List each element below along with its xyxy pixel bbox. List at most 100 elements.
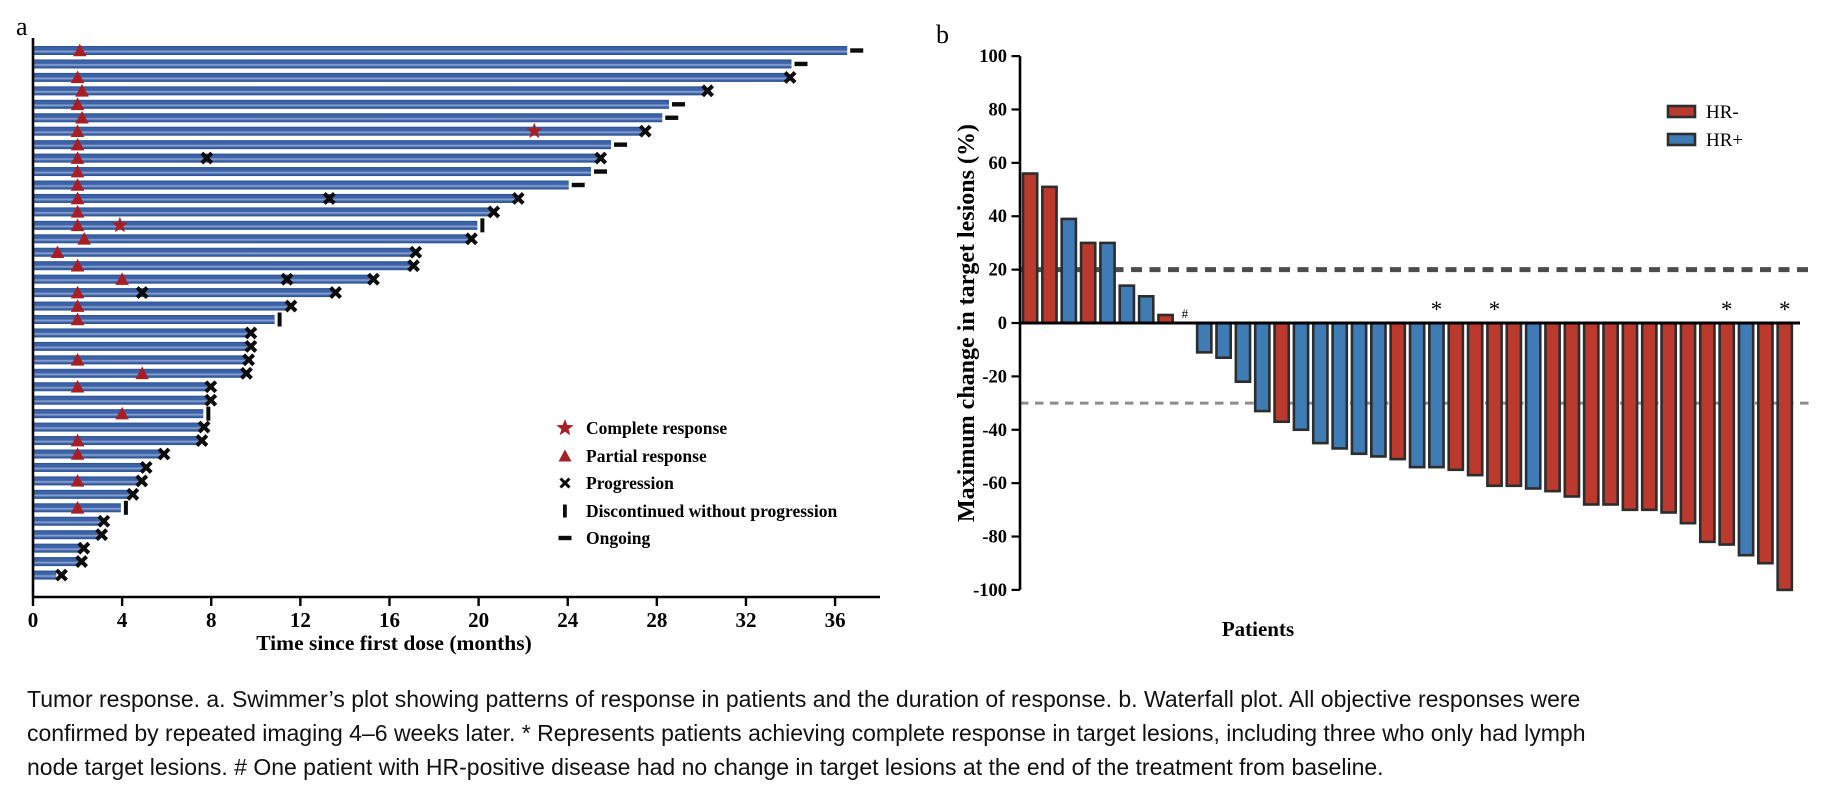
- swimmer-x-tick-label: 36: [825, 608, 846, 632]
- swimmer-legend-label: Discontinued without progression: [586, 501, 837, 521]
- swimmer-legend-label: Complete response: [586, 418, 727, 438]
- partial-response-triangle-icon: [75, 84, 89, 97]
- partial-response-triangle-icon: [70, 164, 85, 178]
- progression-x-icon: [594, 151, 608, 165]
- progression-x-icon: [75, 555, 88, 569]
- swimmer-bar: [34, 530, 99, 540]
- complete-response-asterisk-annotation: *: [1779, 297, 1791, 322]
- swimmer-bar: [34, 46, 848, 55]
- swimmer-bar: [34, 301, 288, 311]
- progression-x-icon: [135, 474, 149, 488]
- waterfall-bar: [1757, 321, 1774, 565]
- swimmer-bar: [34, 382, 208, 392]
- swimmer-bar: [34, 274, 371, 284]
- waterfall-bar: [1311, 321, 1329, 445]
- progression-x-icon: [329, 286, 342, 300]
- caption-line-3: node target lesions. # One patient with …: [27, 754, 1384, 780]
- waterfall-bar: [1021, 172, 1039, 325]
- swimmer-bar: [34, 288, 333, 298]
- waterfall-bar: [1195, 321, 1213, 354]
- partial-response-triangle-icon: [70, 433, 85, 447]
- progression-x-icon: [409, 245, 423, 259]
- swimmer-bar: [34, 167, 591, 177]
- swimmer-bar: [34, 462, 144, 472]
- partial-response-triangle-icon: [72, 43, 87, 57]
- panel-b-letter: b: [936, 20, 949, 49]
- swimmer-bar: [34, 341, 248, 351]
- partial-response-triangle-icon: [115, 406, 129, 420]
- figure-caption: Tumor response. a. Swimmer’s plot showin…: [27, 682, 1822, 784]
- partial-response-triangle-icon: [115, 272, 129, 285]
- progression-x-icon: [280, 272, 294, 286]
- complete-response-asterisk-annotation: *: [1721, 297, 1733, 322]
- waterfall-bar: [1079, 241, 1097, 325]
- progression-x-icon: [511, 192, 525, 205]
- partial-response-triangle-icon: [70, 178, 85, 191]
- partial-response-triangle-icon: [70, 447, 85, 460]
- discontinued-bar-icon: [123, 500, 128, 515]
- progression-x-icon: [204, 380, 218, 394]
- waterfall-y-tick-label: -40: [982, 421, 1007, 441]
- progression-x-icon: [407, 259, 420, 273]
- swimmer-bar: [34, 570, 57, 580]
- waterfall-y-axis-title: Maximum change in target lesions (%): [954, 124, 980, 522]
- progression-x-icon: [284, 299, 298, 313]
- swimmer-bar: [34, 543, 81, 553]
- swimmer-legend-label: Progression: [586, 473, 674, 493]
- swimmer-bar: [34, 261, 411, 271]
- waterfall-bar: [1253, 321, 1271, 413]
- progression-x-icon: [322, 192, 336, 205]
- waterfall-y-tick-label: 80: [989, 100, 1008, 120]
- ongoing-dash-icon: [850, 48, 864, 53]
- swimmer-bar: [34, 395, 208, 405]
- legend-dash-icon: [558, 535, 572, 541]
- swimmer-bar: [34, 59, 792, 69]
- swimmer-bar: [34, 153, 598, 163]
- complete-response-asterisk-annotation: *: [1489, 297, 1501, 322]
- progression-x-icon: [197, 420, 211, 434]
- partial-response-triangle-icon: [70, 285, 85, 299]
- waterfall-bar: [1428, 321, 1445, 469]
- progression-x-icon: [126, 487, 140, 501]
- waterfall-bar: [1331, 321, 1349, 450]
- caption-line-1: Tumor response. a. Swimmer’s plot showin…: [27, 686, 1581, 712]
- partial-response-triangle-icon: [70, 474, 85, 487]
- swimmer-axes: [31, 38, 880, 599]
- waterfall-legend-swatch-HRpos: [1666, 132, 1697, 147]
- waterfall-bar: [1234, 321, 1252, 384]
- swimmer-bar: [34, 234, 469, 244]
- discontinued-bar-icon: [277, 312, 282, 327]
- swimmer-bar: [34, 489, 130, 499]
- swimmer-x-tick-label: 28: [646, 608, 667, 632]
- swimmer-x-tick-label: 0: [28, 608, 39, 632]
- waterfall-bar: [1544, 321, 1561, 493]
- waterfall-bar: [1099, 241, 1116, 325]
- swimmer-x-tick-label: 24: [557, 608, 579, 632]
- progression-x-icon: [77, 541, 91, 555]
- partial-response-triangle-icon: [70, 312, 85, 326]
- progression-x-icon: [465, 232, 478, 246]
- discontinued-bar-icon: [480, 218, 485, 233]
- waterfall-bar: [1389, 321, 1407, 461]
- progression-x-icon: [204, 393, 218, 407]
- swimmer-bar: [34, 126, 643, 136]
- legend-triangle-icon: [558, 449, 572, 462]
- caption-line-2: confirmed by repeated imaging 4–6 weeks …: [27, 720, 1586, 746]
- partial-response-triangle-icon: [50, 245, 65, 259]
- partial-response-triangle-icon: [70, 70, 85, 84]
- waterfall-bar: [1292, 321, 1310, 432]
- swimmer-bar: [34, 86, 705, 96]
- progression-x-icon: [95, 528, 109, 542]
- waterfall-bar: [1660, 321, 1678, 514]
- progression-x-icon: [135, 286, 149, 300]
- legend-cross-icon: [559, 477, 571, 489]
- swimmer-bar: [34, 315, 275, 324]
- partial-response-triangle-icon: [77, 232, 92, 245]
- complete-response-asterisk-annotation: *: [1431, 297, 1443, 322]
- waterfall-bar: [1118, 284, 1136, 325]
- waterfall-plot: 100 80 60 40 20 0 -20 -40 -60 -80 -100 # * * * * Maximum…: [954, 47, 1812, 641]
- partial-response-triangle-icon: [70, 205, 85, 218]
- waterfall-legend-label: HR+: [1706, 130, 1743, 151]
- ongoing-dash-icon: [665, 115, 679, 120]
